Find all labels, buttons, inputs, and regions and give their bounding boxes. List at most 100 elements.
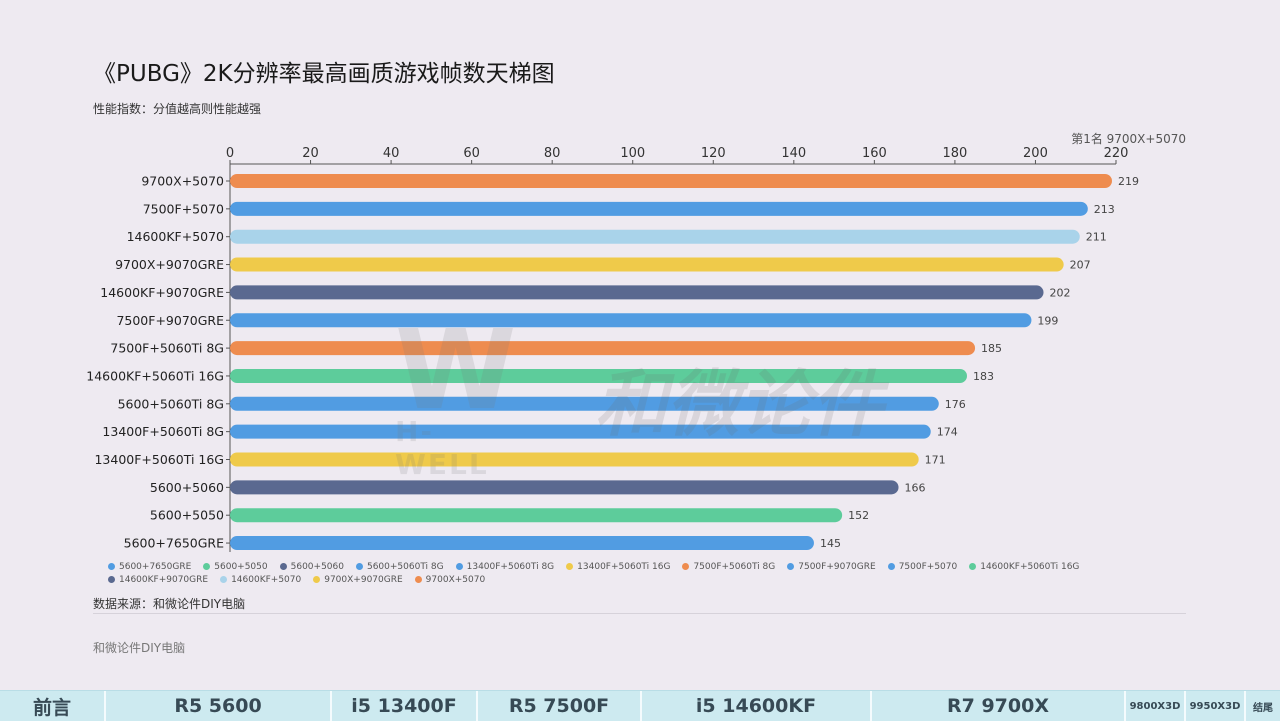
x-tick-label: 100 xyxy=(620,146,645,161)
legend-item[interactable]: 9700X+5070 xyxy=(414,574,485,587)
bar-value-label: 174 xyxy=(937,426,958,439)
bar xyxy=(230,452,919,467)
footer-brand: 和微论件DIY电脑 xyxy=(93,641,186,655)
divider xyxy=(93,613,1186,614)
legend-item[interactable]: 9700X+9070GRE xyxy=(313,574,403,587)
legend-dot-icon xyxy=(787,562,795,570)
bar-value-label: 171 xyxy=(925,454,946,467)
legend-item[interactable]: 7500F+9070GRE xyxy=(787,561,876,574)
bar xyxy=(230,285,1044,300)
legend-item[interactable]: 5600+5060 xyxy=(279,561,344,574)
legend-label: 14600KF+9070GRE xyxy=(119,575,209,585)
legend-label: 7500F+5060Ti 8G xyxy=(693,562,776,572)
bar xyxy=(230,341,976,356)
legend-dot-icon xyxy=(108,575,115,583)
bar xyxy=(230,174,1112,188)
legend-dot-icon xyxy=(887,562,895,570)
legend-item[interactable]: 14600KF+9070GRE xyxy=(108,574,208,587)
nav-item-r5-5600[interactable]: R5 5600 xyxy=(106,691,332,721)
legend-item[interactable]: 13400F+5060Ti 16G xyxy=(566,561,670,574)
nav-item-r7-9700x[interactable]: R7 9700X xyxy=(872,691,1126,721)
y-tick-label: 7500F+9070GRE xyxy=(116,313,224,328)
x-tick-label: 140 xyxy=(781,146,806,161)
y-tick-label: 5600+5050 xyxy=(150,508,224,523)
nav-item-9950x3d[interactable]: 9950X3D xyxy=(1186,691,1246,721)
legend-item[interactable]: 5600+5060Ti 8G xyxy=(355,561,444,574)
x-tick-label: 200 xyxy=(1023,146,1048,161)
legend-dot-icon xyxy=(203,562,211,570)
legend-dot-icon xyxy=(566,562,574,570)
data-source: 数据来源：和微论件DIY电脑 xyxy=(93,597,246,611)
y-tick-label: 13400F+5060Ti 16G xyxy=(94,452,224,467)
chart-legend: 5600+7650GRE 5600+5050 5600+5060 5600+5060T… xyxy=(108,561,1198,587)
chart-subtitle: 性能指数：分值越高则性能越强 xyxy=(93,102,262,116)
y-tick-label: 13400F+5060Ti 8G xyxy=(102,424,224,439)
nav-item-intro[interactable]: 前言 xyxy=(0,691,106,721)
x-tick-label: 120 xyxy=(701,146,726,161)
bar xyxy=(230,480,899,495)
nav-item-i5-14600kf[interactable]: i5 14600KF xyxy=(642,691,872,721)
legend-label: 5600+5050 xyxy=(214,562,268,572)
bar-value-label: 176 xyxy=(945,398,966,411)
legend-item[interactable]: 5600+7650GRE xyxy=(108,561,191,574)
x-tick-label: 60 xyxy=(463,146,480,161)
legend-item[interactable]: 5600+5050 xyxy=(203,561,268,574)
nav-item-ending[interactable]: 结尾 xyxy=(1253,702,1273,714)
legend-label: 5600+7650GRE xyxy=(119,562,192,572)
legend-dot-icon xyxy=(220,575,228,583)
legend-dot-icon xyxy=(682,562,690,570)
bar xyxy=(230,508,843,523)
legend-item[interactable]: 7500F+5070 xyxy=(887,561,958,574)
legend-item[interactable]: 14600KF+5060Ti 16G xyxy=(969,561,1079,574)
legend-label: 13400F+5060Ti 16G xyxy=(577,562,671,572)
legend-dot-icon xyxy=(414,575,422,583)
legend-dot-icon xyxy=(455,562,463,570)
bar-value-label: 185 xyxy=(981,342,1002,355)
legend-label: 7500F+5070 xyxy=(898,562,958,572)
y-tick-label: 7500F+5070 xyxy=(143,201,224,216)
bar-value-label: 211 xyxy=(1086,231,1107,244)
legend-label: 14600KF+5060Ti 16G xyxy=(980,562,1080,572)
nav-item-i5-13400f[interactable]: i5 13400F xyxy=(332,691,478,721)
bar xyxy=(230,424,931,439)
bar xyxy=(230,229,1080,244)
bar xyxy=(230,368,967,383)
x-tick-label: 160 xyxy=(862,146,887,161)
bar xyxy=(230,313,1032,328)
nav-item-r5-7500f[interactable]: R5 7500F xyxy=(478,691,642,721)
x-tick-label: 220 xyxy=(1104,146,1129,161)
legend-label: 5600+5060 xyxy=(290,562,344,572)
y-tick-label: 9700X+9070GRE xyxy=(115,257,224,272)
bar xyxy=(230,257,1064,272)
legend-label: 5600+5060Ti 8G xyxy=(366,562,444,572)
x-tick-label: 20 xyxy=(302,146,319,161)
bar-value-label: 219 xyxy=(1118,175,1139,188)
legend-dot-icon xyxy=(108,562,115,570)
legend-label: 13400F+5060Ti 8G xyxy=(466,562,555,572)
x-tick-label: 80 xyxy=(544,146,561,161)
y-tick-label: 5600+5060 xyxy=(150,480,224,495)
chart-title: 《PUBG》2K分辨率最高画质游戏帧数天梯图 xyxy=(93,61,555,87)
bar xyxy=(230,536,814,551)
y-tick-label: 5600+7650GRE xyxy=(124,536,224,551)
x-tick-label: 0 xyxy=(226,146,234,161)
legend-item[interactable]: 7500F+5060Ti 8G xyxy=(682,561,775,574)
legend-label: 14600KF+5070 xyxy=(231,575,302,585)
y-tick-label: 9700X+5070 xyxy=(141,174,224,189)
bar-value-label: 183 xyxy=(973,370,994,383)
bar-value-label: 199 xyxy=(1037,314,1058,327)
legend-dot-icon xyxy=(279,562,287,570)
legend-item[interactable]: 14600KF+5070 xyxy=(220,574,301,587)
y-tick-label: 7500F+5060Ti 8G xyxy=(110,341,224,356)
bar xyxy=(230,201,1088,216)
section-nav-bar: 前言 R5 5600 i5 13400F R5 7500F i5 14600KF… xyxy=(0,690,1280,721)
legend-dot-icon xyxy=(969,562,977,570)
legend-label: 9700X+9070GRE xyxy=(324,575,403,585)
bar-value-label: 213 xyxy=(1094,203,1115,216)
y-tick-label: 14600KF+5060Ti 16G xyxy=(86,368,224,383)
bar xyxy=(230,396,939,411)
legend-item[interactable]: 13400F+5060Ti 8G xyxy=(455,561,555,574)
bar-value-label: 145 xyxy=(820,537,841,550)
nav-item-9800x3d[interactable]: 9800X3D xyxy=(1126,691,1186,721)
legend-dot-icon xyxy=(313,575,321,583)
